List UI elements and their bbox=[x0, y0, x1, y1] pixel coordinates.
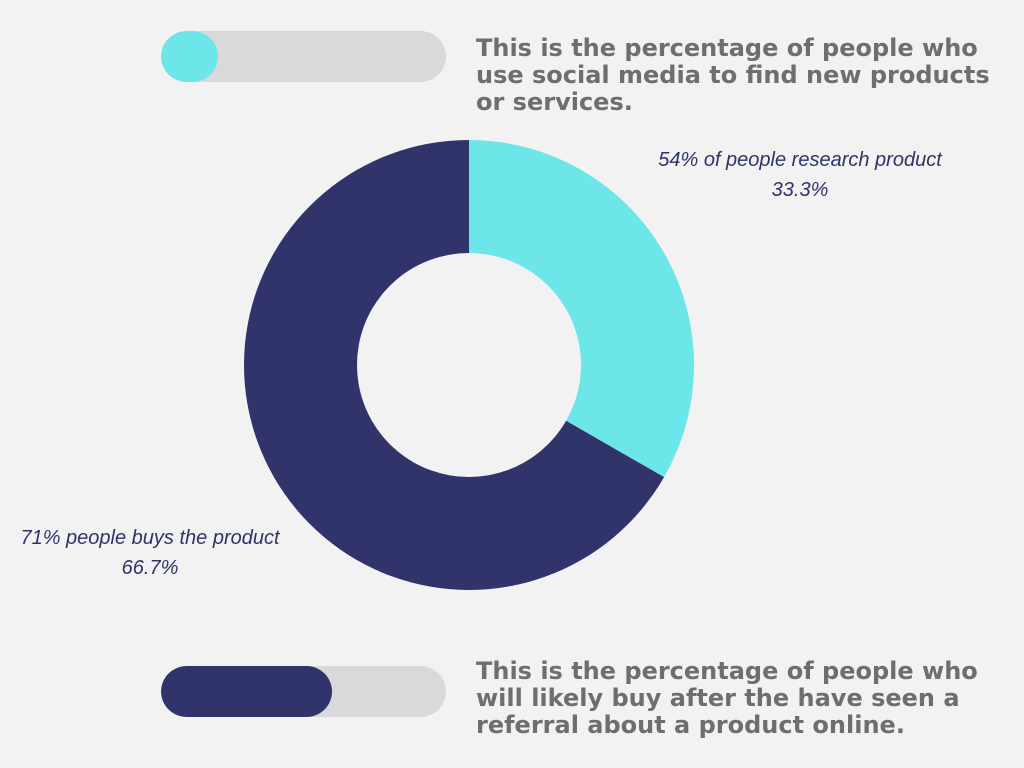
slice-label-research-percent: 33.3% bbox=[771, 179, 829, 201]
referral-progress-fill bbox=[161, 666, 332, 717]
donut-slice-research bbox=[469, 140, 694, 478]
slice-label-buys-name: 71% people buys the product bbox=[20, 527, 280, 549]
referral-progress-bar bbox=[161, 666, 446, 717]
social-media-progress-bar bbox=[161, 31, 446, 82]
referral-caption: This is the percentage of people who wil… bbox=[476, 657, 978, 739]
social-media-caption: This is the percentage of people who use… bbox=[476, 34, 990, 116]
donut-slice-buys bbox=[244, 140, 665, 590]
slice-label-research-name: 54% of people research product bbox=[658, 149, 942, 171]
slice-label-buys-percent: 66.7% bbox=[121, 557, 179, 579]
slice-label-buys: 71% people buys the product 66.7% bbox=[0, 523, 330, 583]
social-media-progress-fill bbox=[161, 31, 218, 82]
slice-label-research: 54% of people research product 33.3% bbox=[620, 145, 980, 205]
